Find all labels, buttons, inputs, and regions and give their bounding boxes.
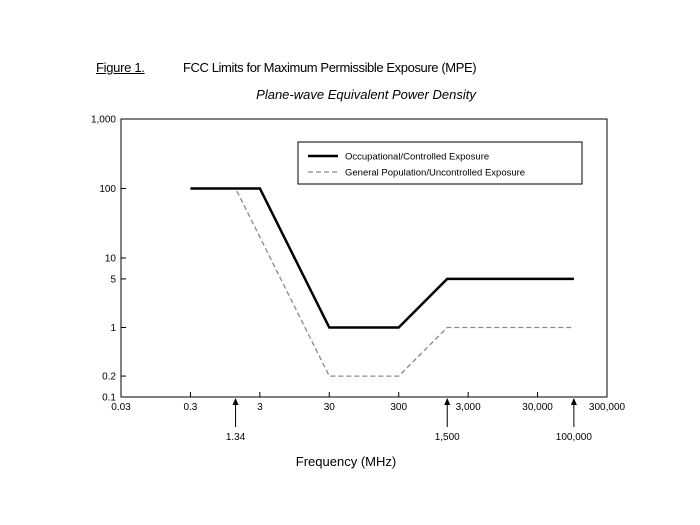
y-tick-label: 100 [99, 184, 116, 195]
x-tick-label: 300,000 [589, 402, 626, 413]
x-tick-label: 0.03 [111, 402, 131, 413]
x-axis-label: Frequency (MHz) [296, 454, 396, 469]
y-axis: 1,000 100 10 5 1 0.2 0.1 [91, 115, 126, 404]
legend-box [297, 141, 583, 185]
annotation-arrow-head [570, 398, 577, 405]
y-tick-label: 1,000 [91, 115, 116, 126]
x-tick-label: 3,000 [456, 402, 481, 413]
y-tick-label: 10 [105, 254, 117, 265]
annotation-label: 1.34 [226, 432, 246, 443]
x-tick-label: 30,000 [522, 402, 553, 413]
series-line-occupational [190, 187, 574, 329]
annotation-label: 1,500 [435, 432, 460, 443]
chart-title: FCC Limits for Maximum Permissible Expos… [183, 60, 477, 75]
y-tick-label: 0.1 [102, 393, 116, 404]
legend-label-occupational: Occupational/Controlled Exposure [345, 152, 489, 163]
x-axis: 0.03 0.3 3 30 300 3,000 30,000 300,000 [111, 392, 626, 413]
series-line-general-population [190, 187, 574, 377]
series-layer [190, 187, 574, 377]
chart-subtitle: Plane-wave Equivalent Power Density [256, 87, 476, 102]
y-tick-label: 5 [110, 274, 116, 285]
y-tick-label: 1 [110, 323, 116, 334]
y-tick-label: 0.2 [102, 372, 116, 383]
annotation-arrow-head [232, 398, 239, 405]
annotation-label: 100,000 [556, 432, 593, 443]
legend: Occupational/Controlled Exposure General… [297, 141, 583, 185]
annotation-arrow-head [444, 398, 451, 405]
legend-label-general-population: General Population/Uncontrolled Exposure [345, 168, 525, 179]
figure-label: Figure 1. [96, 60, 145, 75]
x-annotations: 1.34 1,500 100,000 [226, 398, 593, 443]
x-tick-label: 0.3 [183, 402, 197, 413]
x-tick-label: 300 [390, 402, 407, 413]
x-tick-label: 30 [324, 402, 336, 413]
x-tick-label: 3 [257, 402, 263, 413]
